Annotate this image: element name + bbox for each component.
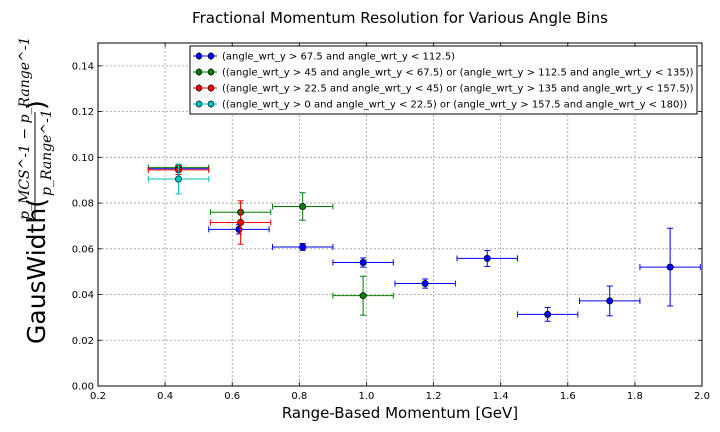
- data-point: [359, 259, 367, 267]
- x-tick-label: 0.4: [157, 391, 173, 402]
- legend-label: ((angle_wrt_y > 22.5 and angle_wrt_y < 4…: [222, 84, 694, 95]
- legend-label: ((angle_wrt_y > 0 and angle_wrt_y < 22.5…: [222, 100, 687, 111]
- y-tick-label: 0.08: [72, 199, 94, 210]
- x-tick-label: 2.0: [694, 391, 710, 402]
- legend-box: [189, 45, 698, 115]
- y-axis-label-numerator: p_MCS^-1 − p_Range^-1: [17, 37, 33, 220]
- legend: (angle_wrt_y > 67.5 and angle_wrt_y < 11…: [189, 45, 698, 115]
- data-point: [544, 310, 552, 318]
- legend-marker-point: [207, 68, 215, 76]
- x-tick-label: 0.6: [224, 391, 240, 402]
- x-tick-labels: 0.2 0.4 0.6 0.8 1.0 1.2 1.4 1.6 1.8 2.0: [90, 391, 710, 402]
- legend-marker-point: [195, 100, 203, 108]
- y-axis-label-denominator: p_Range^-1: [39, 109, 55, 196]
- legend-marker-point: [207, 84, 215, 92]
- data-point: [237, 219, 245, 227]
- y-tick-label: 0.00: [72, 382, 94, 393]
- data-point: [235, 225, 243, 233]
- legend-marker: [193, 100, 217, 108]
- data-point: [421, 280, 429, 288]
- y-tick-label: 0.12: [72, 107, 94, 118]
- series-layer: [147, 163, 701, 322]
- data-point: [606, 297, 614, 305]
- series-2: [147, 163, 394, 316]
- y-tick-labels: 0.00 0.02 0.04 0.06 0.08 0.10 0.12 0.14: [72, 61, 94, 392]
- x-tick-label: 0.2: [90, 391, 106, 402]
- data-point: [483, 254, 491, 262]
- x-tick-label: 1.6: [560, 391, 576, 402]
- x-axis-label: Range-Based Momentum [GeV]: [282, 404, 518, 422]
- y-tick-label: 0.02: [72, 336, 94, 347]
- legend-marker-point: [195, 52, 203, 60]
- legend-marker: [193, 68, 217, 76]
- legend-marker-point: [207, 52, 215, 60]
- y-tick-label: 0.06: [72, 244, 94, 255]
- y-axis-label-suffix: ): [22, 100, 51, 110]
- axis-ticks: [97, 43, 703, 387]
- x-tick-label: 1.4: [493, 391, 509, 402]
- x-tick-label: 1.0: [358, 391, 374, 402]
- y-axis-label-prefix: GausWidth(: [22, 198, 51, 344]
- x-tick-label: 1.8: [627, 391, 643, 402]
- y-tick-label: 0.04: [72, 290, 94, 301]
- legend-marker-point: [195, 68, 203, 76]
- legend-marker-point: [207, 100, 215, 108]
- data-point: [175, 175, 183, 183]
- legend-marker: [193, 52, 217, 60]
- y-axis-label: GausWidth( p_MCS^-1 − p_Range^-1 p_Range…: [17, 37, 55, 344]
- legend-marker-point: [195, 84, 203, 92]
- legend-label: ((angle_wrt_y > 45 and angle_wrt_y < 67.…: [222, 68, 694, 79]
- data-point: [299, 202, 307, 210]
- data-point: [299, 243, 307, 251]
- series-4: [147, 163, 210, 195]
- data-point: [359, 292, 367, 300]
- legend-label: (angle_wrt_y > 67.5 and angle_wrt_y < 11…: [222, 52, 455, 63]
- plot-frame: [97, 42, 703, 387]
- x-tick-label: 0.8: [291, 391, 307, 402]
- chart-title: Fractional Momentum Resolution for Vario…: [192, 9, 608, 27]
- x-tick-label: 1.2: [426, 391, 442, 402]
- data-point: [666, 263, 674, 271]
- y-tick-label: 0.10: [72, 153, 94, 164]
- y-tick-label: 0.14: [72, 61, 94, 72]
- legend-marker: [193, 84, 217, 92]
